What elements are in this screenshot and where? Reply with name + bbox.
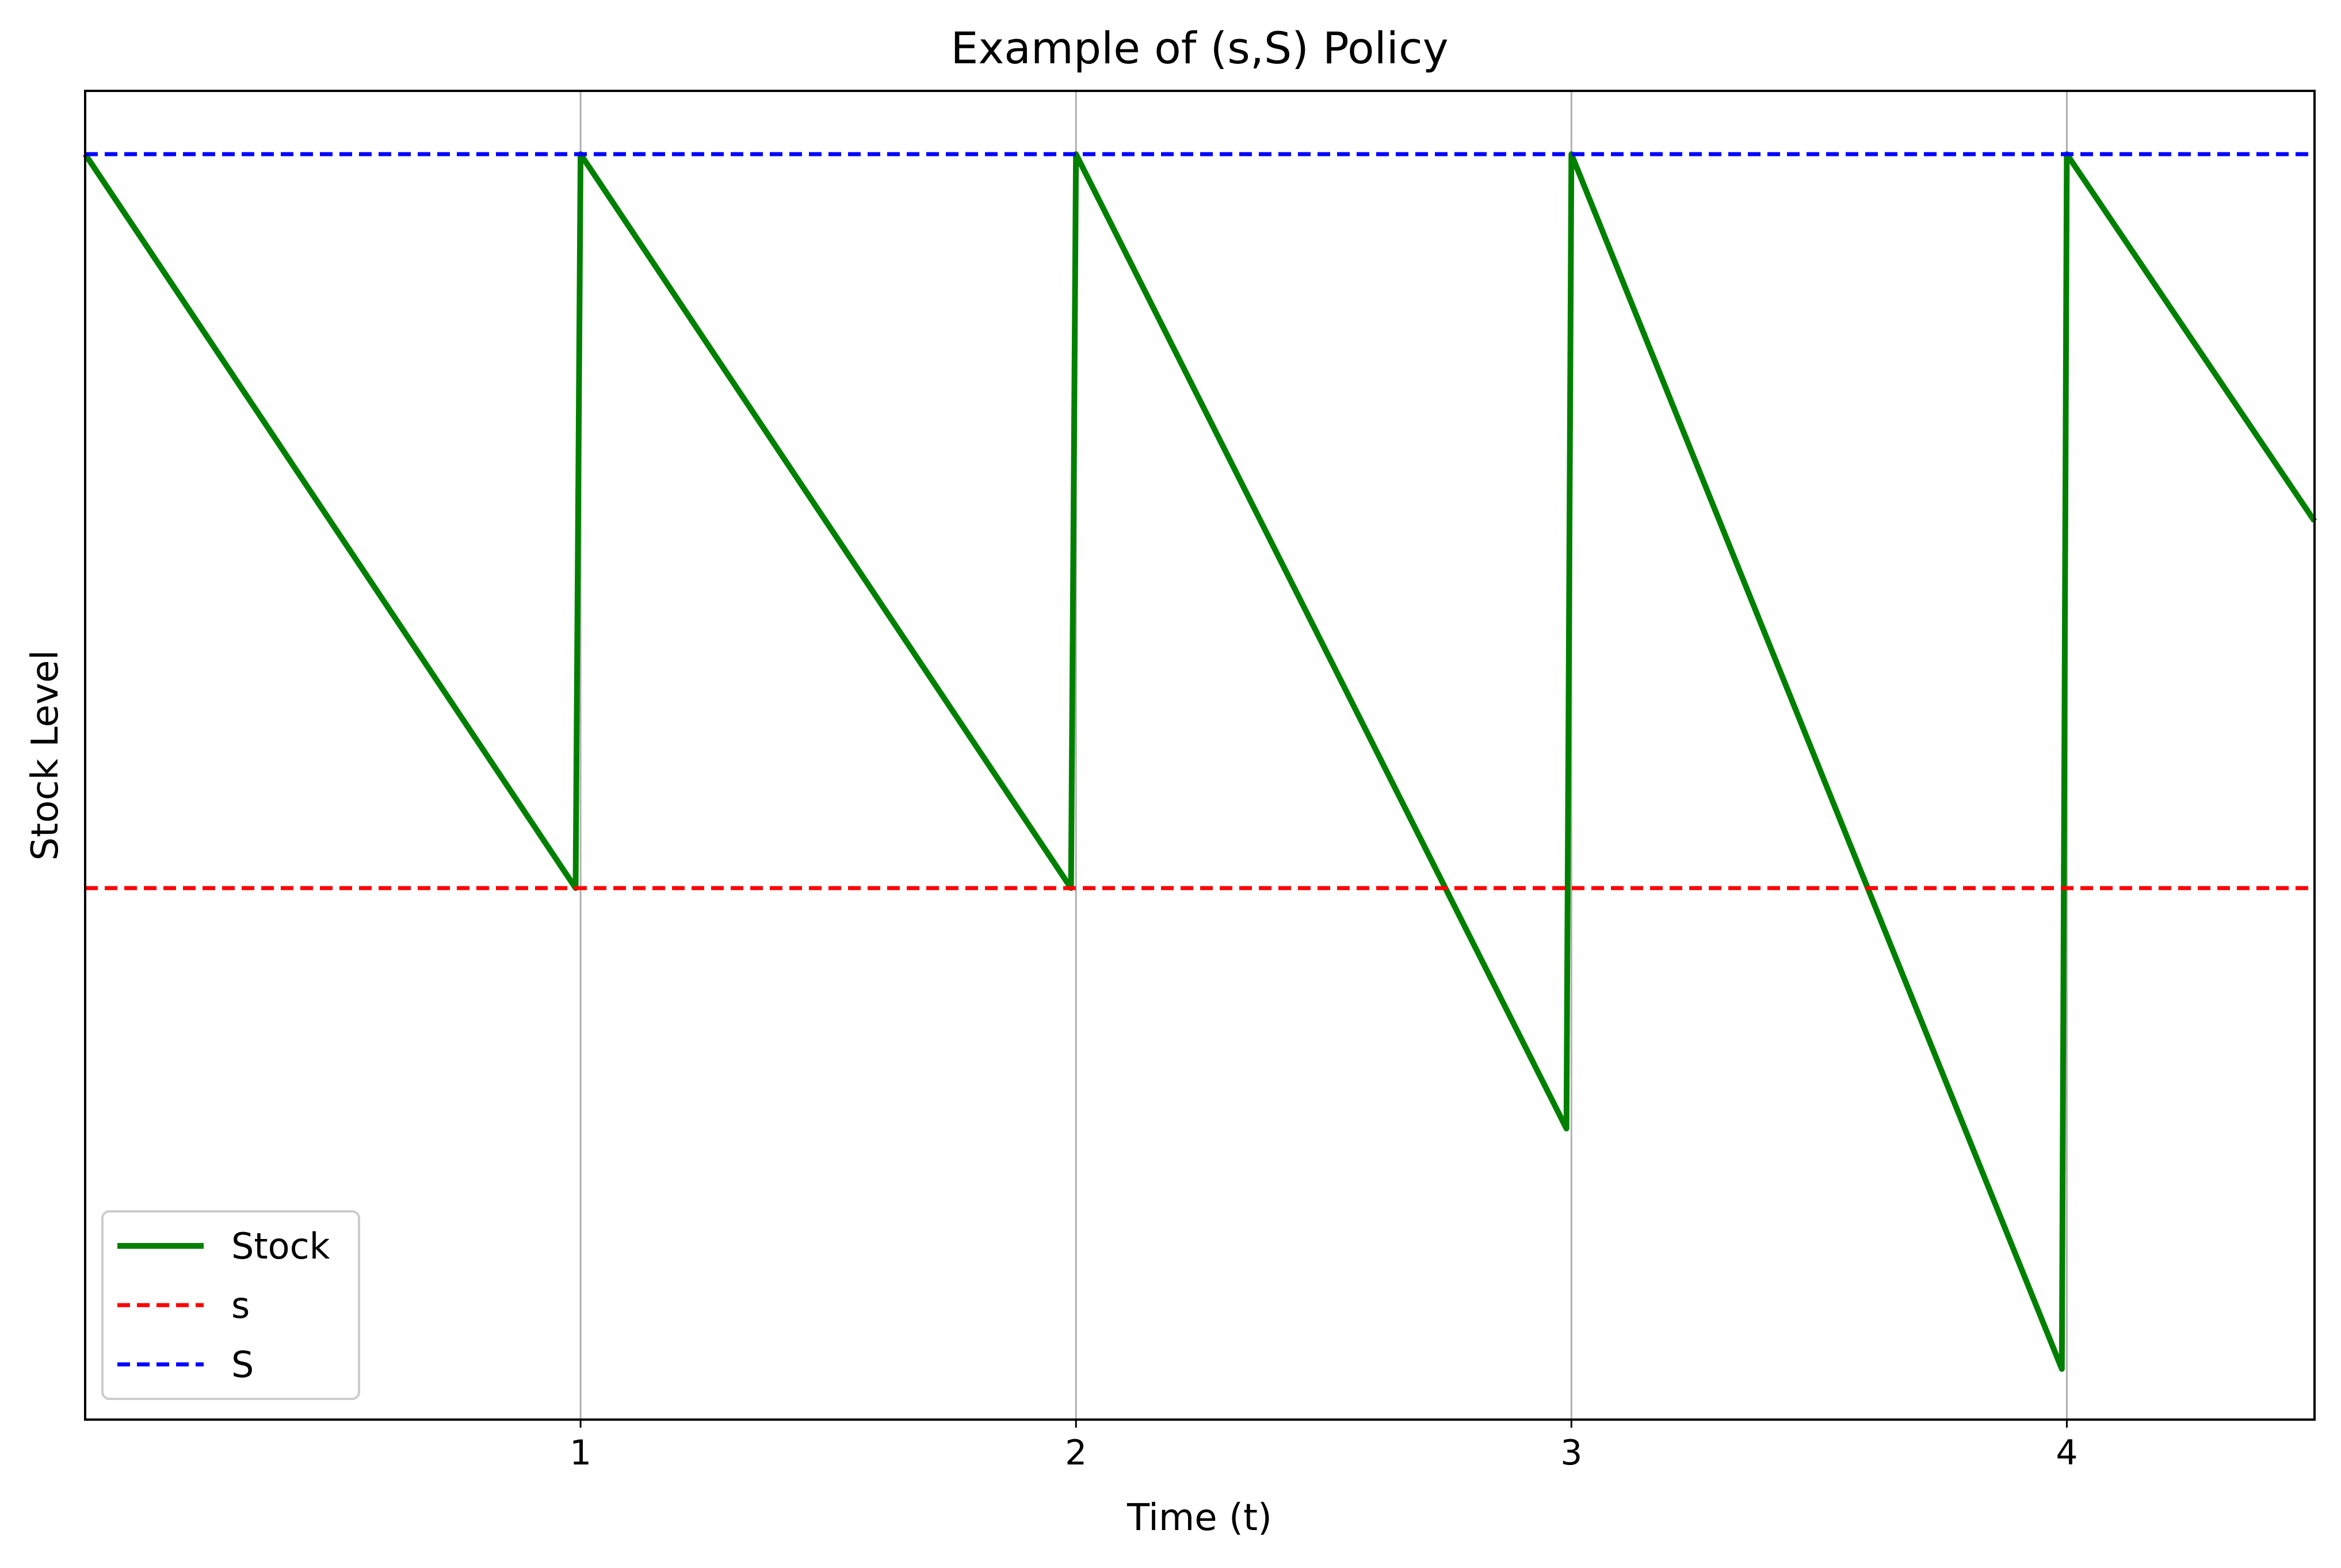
y-axis-label: Stock Level [24, 650, 67, 861]
legend-label: s [231, 1284, 250, 1326]
chart-title: Example of (s,S) Policy [950, 22, 1448, 74]
plot-area [85, 91, 2315, 1420]
legend-label: S [231, 1344, 254, 1386]
series-line-stock [82, 151, 2317, 1372]
legend: Stock sS [101, 1210, 360, 1400]
x-tick-label: 4 [2056, 1433, 2078, 1473]
x-axis-ticks: 1 2 3 4 [570, 1420, 2078, 1473]
axes-frame [84, 90, 2316, 1421]
x-tick-label: 3 [1560, 1433, 1582, 1473]
series-group [82, 151, 2317, 1372]
legend-label: Stock [231, 1225, 330, 1267]
legend-box [101, 1210, 360, 1400]
x-tick-label: 1 [570, 1433, 591, 1473]
x-axis-label: Time (t) [1126, 1497, 1272, 1539]
x-tick-label: 2 [1065, 1433, 1087, 1473]
